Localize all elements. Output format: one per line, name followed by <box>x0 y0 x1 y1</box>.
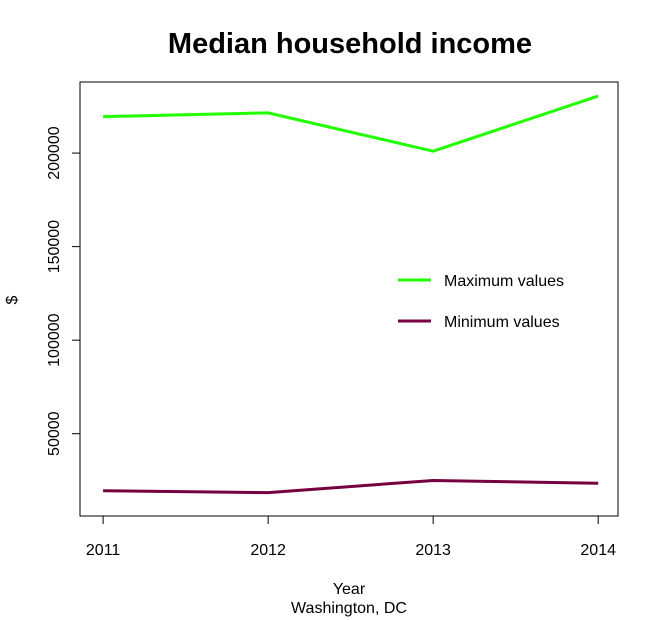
y-tick-label: 150000 <box>46 220 63 273</box>
chart-title: Median household income <box>168 28 532 60</box>
x-axis: 2011 2012 2013 2014 <box>86 515 616 559</box>
series-layer <box>103 94 599 495</box>
y-axis: 50000 100000 150000 200000 <box>46 126 81 456</box>
legend-label: Maximum values <box>444 273 564 290</box>
chart-subtitle: Washington, DC <box>291 600 407 617</box>
y-tick-label: 100000 <box>46 313 63 366</box>
x-tick-label: 2013 <box>415 542 451 559</box>
x-tick-label: 2014 <box>580 542 616 559</box>
x-axis-label: Year <box>333 581 366 598</box>
y-tick-label: 200000 <box>46 126 63 179</box>
legend-label: Minimum values <box>444 314 560 331</box>
x-tick-label: 2012 <box>250 542 286 559</box>
y-tick-label: 50000 <box>46 411 63 456</box>
legend: Maximum values Minimum values <box>398 273 564 331</box>
series-line-maximum <box>103 94 599 153</box>
plot-frame <box>79 81 619 517</box>
x-tick-label: 2011 <box>86 542 121 559</box>
series-line-minimum <box>103 478 599 495</box>
y-axis-label: $ <box>4 295 21 304</box>
